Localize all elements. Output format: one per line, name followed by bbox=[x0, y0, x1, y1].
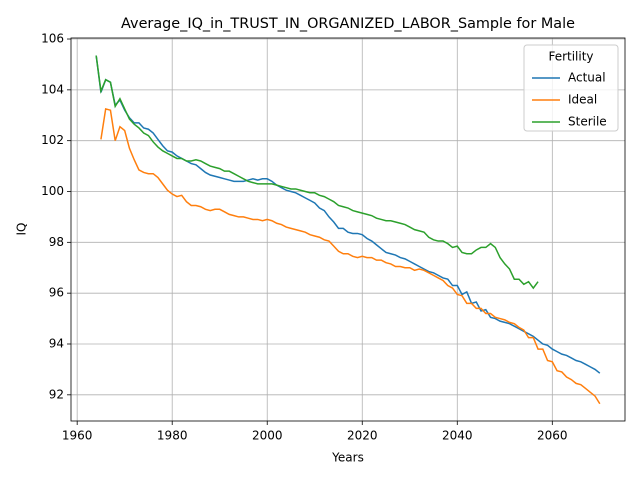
x-tick-label: 2020 bbox=[347, 429, 378, 443]
plot-frame bbox=[70, 37, 626, 422]
legend-label: Sterile bbox=[568, 115, 607, 129]
data-line bbox=[100, 107, 601, 405]
x-tick-label: 1960 bbox=[62, 429, 93, 443]
x-axis-label: Years bbox=[331, 451, 364, 465]
x-tick-label: 2040 bbox=[442, 429, 473, 443]
data-line bbox=[95, 55, 539, 290]
y-tick-label: 104 bbox=[41, 82, 64, 96]
legend-box bbox=[523, 44, 619, 132]
legend-label: Ideal bbox=[568, 93, 597, 107]
y-tick-label: 92 bbox=[49, 387, 64, 401]
x-tick-label: 2060 bbox=[537, 429, 568, 443]
y-axis-label: IQ bbox=[15, 223, 29, 236]
y-tick-label: 106 bbox=[41, 32, 64, 46]
legend-title: Fertility bbox=[548, 50, 593, 64]
y-tick-label: 98 bbox=[49, 235, 64, 249]
data-line bbox=[95, 55, 601, 374]
legend-label: Actual bbox=[568, 71, 606, 85]
y-tick-label: 100 bbox=[41, 184, 64, 198]
y-tick-label: 102 bbox=[41, 133, 64, 147]
y-tick-label: 94 bbox=[49, 336, 64, 350]
chart-title: Average_IQ_in_TRUST_IN_ORGANIZED_LABOR_S… bbox=[121, 16, 575, 32]
y-tick-label: 96 bbox=[49, 286, 64, 300]
x-tick-label: 1980 bbox=[157, 429, 188, 443]
x-tick-label: 2000 bbox=[252, 429, 283, 443]
